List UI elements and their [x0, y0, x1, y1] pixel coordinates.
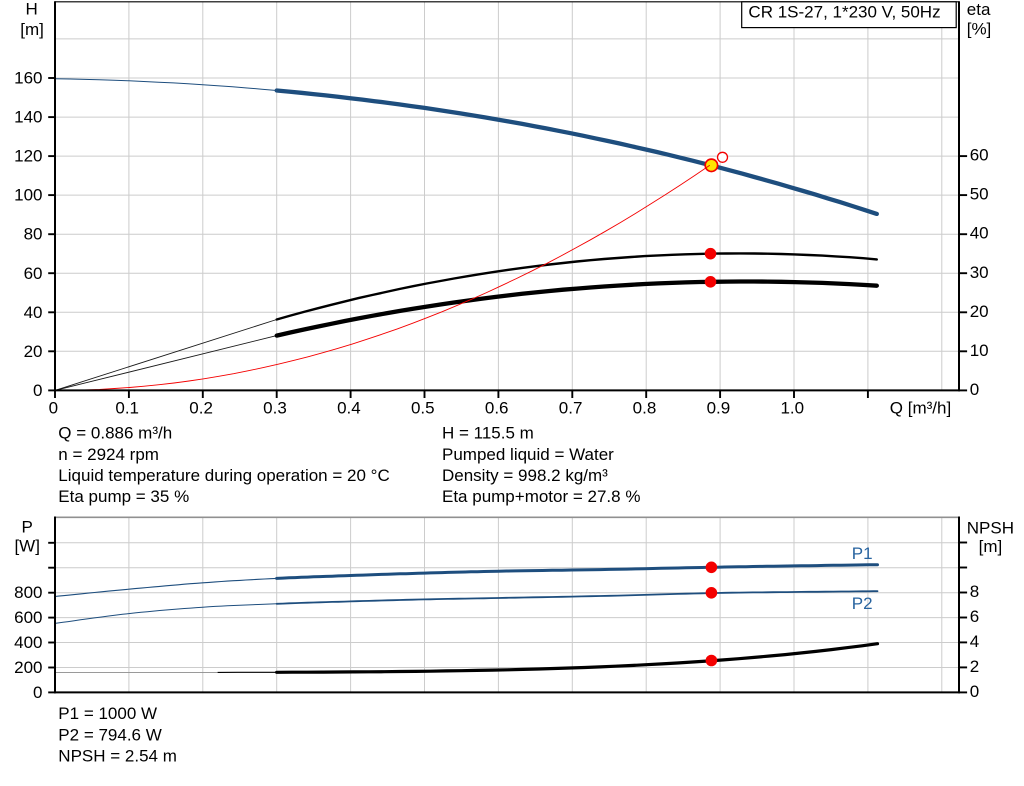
svg-text:200: 200	[14, 658, 42, 677]
svg-text:0.1: 0.1	[115, 398, 139, 417]
svg-text:H = 115.5 m: H = 115.5 m	[442, 424, 534, 443]
svg-text:0.5: 0.5	[411, 398, 435, 417]
svg-text:[%]: [%]	[967, 20, 992, 39]
svg-text:0: 0	[970, 380, 979, 399]
svg-text:800: 800	[14, 583, 42, 602]
svg-text:80: 80	[24, 225, 43, 244]
svg-text:[W]: [W]	[14, 536, 40, 555]
svg-text:160: 160	[14, 69, 42, 88]
svg-text:2: 2	[970, 657, 979, 676]
svg-text:6: 6	[970, 607, 979, 626]
svg-text:[m]: [m]	[979, 537, 1003, 556]
svg-text:0: 0	[33, 683, 42, 702]
svg-text:0: 0	[33, 381, 42, 400]
svg-text:Eta pump = 35 %: Eta pump = 35 %	[58, 487, 189, 506]
svg-text:eta: eta	[967, 0, 991, 19]
svg-text:40: 40	[970, 224, 989, 243]
svg-text:NPSH: NPSH	[967, 519, 1014, 538]
svg-text:n = 2924 rpm: n = 2924 rpm	[58, 445, 159, 464]
svg-text:P1: P1	[852, 544, 873, 563]
svg-text:1.0: 1.0	[780, 398, 804, 417]
svg-text:CR 1S-27, 1*230 V, 50Hz: CR 1S-27, 1*230 V, 50Hz	[748, 3, 940, 22]
svg-text:0.7: 0.7	[559, 398, 583, 417]
svg-text:20: 20	[24, 342, 43, 361]
svg-text:P2: P2	[852, 594, 873, 613]
svg-text:120: 120	[14, 147, 42, 166]
svg-text:0: 0	[49, 398, 58, 417]
svg-text:Q = 0.886 m³/h: Q = 0.886 m³/h	[58, 424, 172, 443]
svg-text:60: 60	[970, 146, 989, 165]
svg-text:60: 60	[24, 264, 43, 283]
svg-text:0.3: 0.3	[263, 398, 287, 417]
svg-text:[m]: [m]	[20, 20, 44, 39]
svg-text:Pumped liquid = Water: Pumped liquid = Water	[442, 445, 614, 464]
svg-text:Q [m³/h]: Q [m³/h]	[890, 398, 951, 417]
svg-text:400: 400	[14, 633, 42, 652]
svg-text:600: 600	[14, 608, 42, 627]
svg-text:NPSH = 2.54 m: NPSH = 2.54 m	[58, 747, 177, 766]
svg-text:20: 20	[970, 302, 989, 321]
svg-text:0.9: 0.9	[707, 398, 731, 417]
svg-text:Eta pump+motor = 27.8 %: Eta pump+motor = 27.8 %	[442, 487, 640, 506]
svg-text:140: 140	[14, 108, 42, 127]
svg-text:Liquid temperature during oper: Liquid temperature during operation = 20…	[58, 466, 389, 485]
svg-text:0.2: 0.2	[189, 398, 213, 417]
svg-text:0: 0	[970, 682, 979, 701]
svg-text:8: 8	[970, 582, 979, 601]
svg-text:40: 40	[24, 303, 43, 322]
svg-text:H: H	[25, 0, 37, 19]
svg-text:50: 50	[970, 185, 989, 204]
svg-text:P1 = 1000 W: P1 = 1000 W	[58, 704, 157, 723]
svg-text:30: 30	[970, 263, 989, 282]
svg-text:0.4: 0.4	[337, 398, 361, 417]
svg-text:0.8: 0.8	[633, 398, 657, 417]
svg-text:100: 100	[14, 186, 42, 205]
svg-text:0.6: 0.6	[485, 398, 509, 417]
svg-text:Density = 998.2 kg/m³: Density = 998.2 kg/m³	[442, 466, 608, 485]
svg-text:P2 = 794.6 W: P2 = 794.6 W	[58, 725, 161, 744]
svg-text:4: 4	[970, 632, 979, 651]
svg-text:P: P	[22, 518, 33, 537]
svg-text:10: 10	[970, 341, 989, 360]
